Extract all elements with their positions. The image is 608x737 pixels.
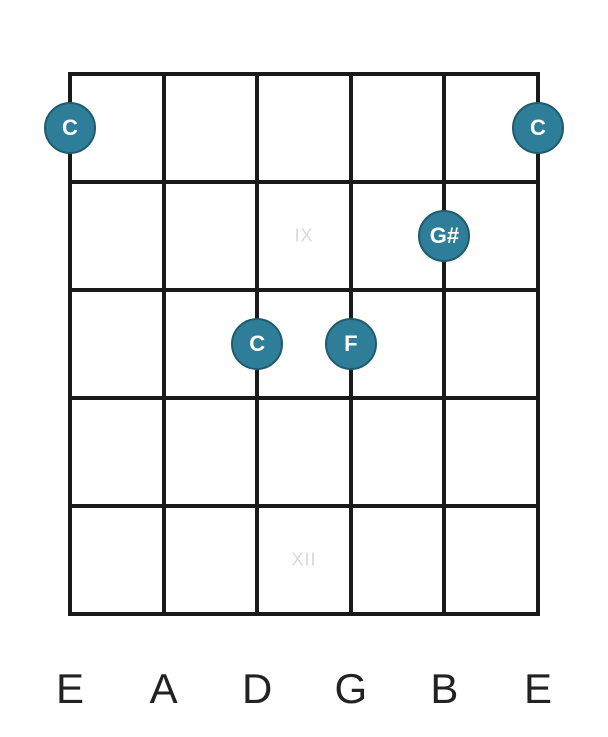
string-line xyxy=(442,72,446,616)
note-dot: C xyxy=(231,318,283,370)
note-label: C xyxy=(530,115,546,141)
string-label: B xyxy=(430,665,458,713)
note-dot: C xyxy=(512,102,564,154)
note-dot: G# xyxy=(418,210,470,262)
note-dot: F xyxy=(325,318,377,370)
fret-marker: IX xyxy=(294,226,313,247)
string-label: E xyxy=(524,665,552,713)
string-line xyxy=(162,72,166,616)
fret-line xyxy=(68,180,540,184)
string-label: E xyxy=(56,665,84,713)
string-label: A xyxy=(150,665,178,713)
string-label: G xyxy=(334,665,367,713)
string-label: D xyxy=(242,665,272,713)
fret-marker: XII xyxy=(291,550,316,571)
fret-line xyxy=(68,612,540,616)
fret-line xyxy=(68,72,540,76)
fret-line xyxy=(68,396,540,400)
note-label: G# xyxy=(430,223,459,249)
chord-diagram: IX XII C C G# C F E A D G B E xyxy=(0,0,608,737)
note-label: F xyxy=(344,331,357,357)
note-label: C xyxy=(62,115,78,141)
note-label: C xyxy=(249,331,265,357)
note-dot: C xyxy=(44,102,96,154)
fret-line xyxy=(68,288,540,292)
fret-line xyxy=(68,504,540,508)
